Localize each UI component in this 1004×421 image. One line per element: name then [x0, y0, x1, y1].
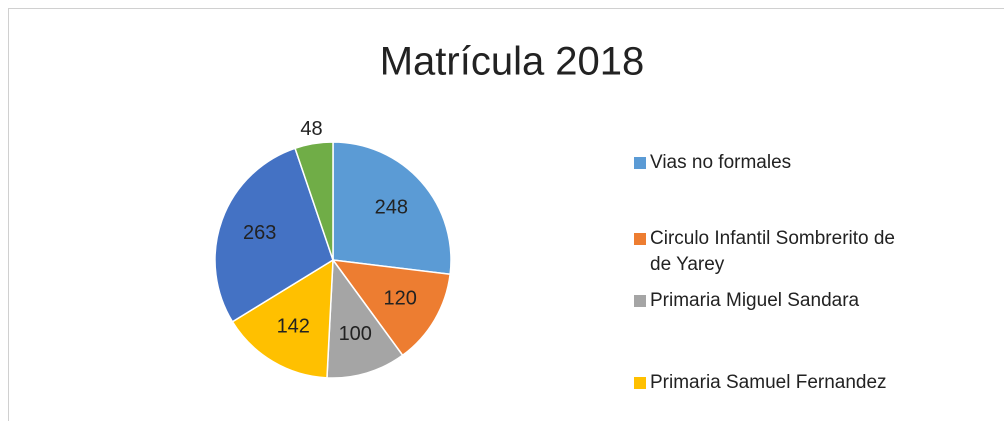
data-label: 48 — [300, 118, 322, 140]
pie-slice — [326, 257, 404, 379]
pie-slice — [214, 147, 334, 323]
data-label: 142 — [277, 315, 310, 337]
legend-swatch — [634, 233, 646, 245]
pie-slice — [332, 141, 452, 276]
chart-border — [8, 8, 1004, 421]
legend-label: Circulo Infantil Sombrerito de de Yarey — [650, 228, 895, 275]
data-label: 263 — [243, 222, 276, 244]
pie-slice — [231, 258, 334, 379]
data-label: 100 — [339, 323, 372, 345]
legend-swatch — [634, 377, 646, 389]
legend-label: Primaria Samuel Fernandez — [650, 372, 887, 393]
legend-item: Vias no formales — [634, 150, 900, 176]
legend-label: Vias no formales — [650, 152, 792, 173]
legend-item: Primaria Samuel Fernandez — [634, 370, 900, 396]
legend-label: Primaria Miguel Sandara — [650, 290, 860, 311]
legend-swatch — [634, 295, 646, 307]
legend-item: Primaria Miguel Sandara — [634, 288, 900, 314]
data-label: 248 — [375, 197, 408, 219]
legend-item: Circulo Infantil Sombrerito de de Yarey — [634, 226, 900, 278]
chart-title: Matrícula 2018 — [380, 40, 645, 84]
data-label: 120 — [383, 288, 416, 310]
pie-slice — [331, 259, 451, 357]
pie-slice — [294, 141, 334, 261]
legend-swatch — [634, 157, 646, 169]
